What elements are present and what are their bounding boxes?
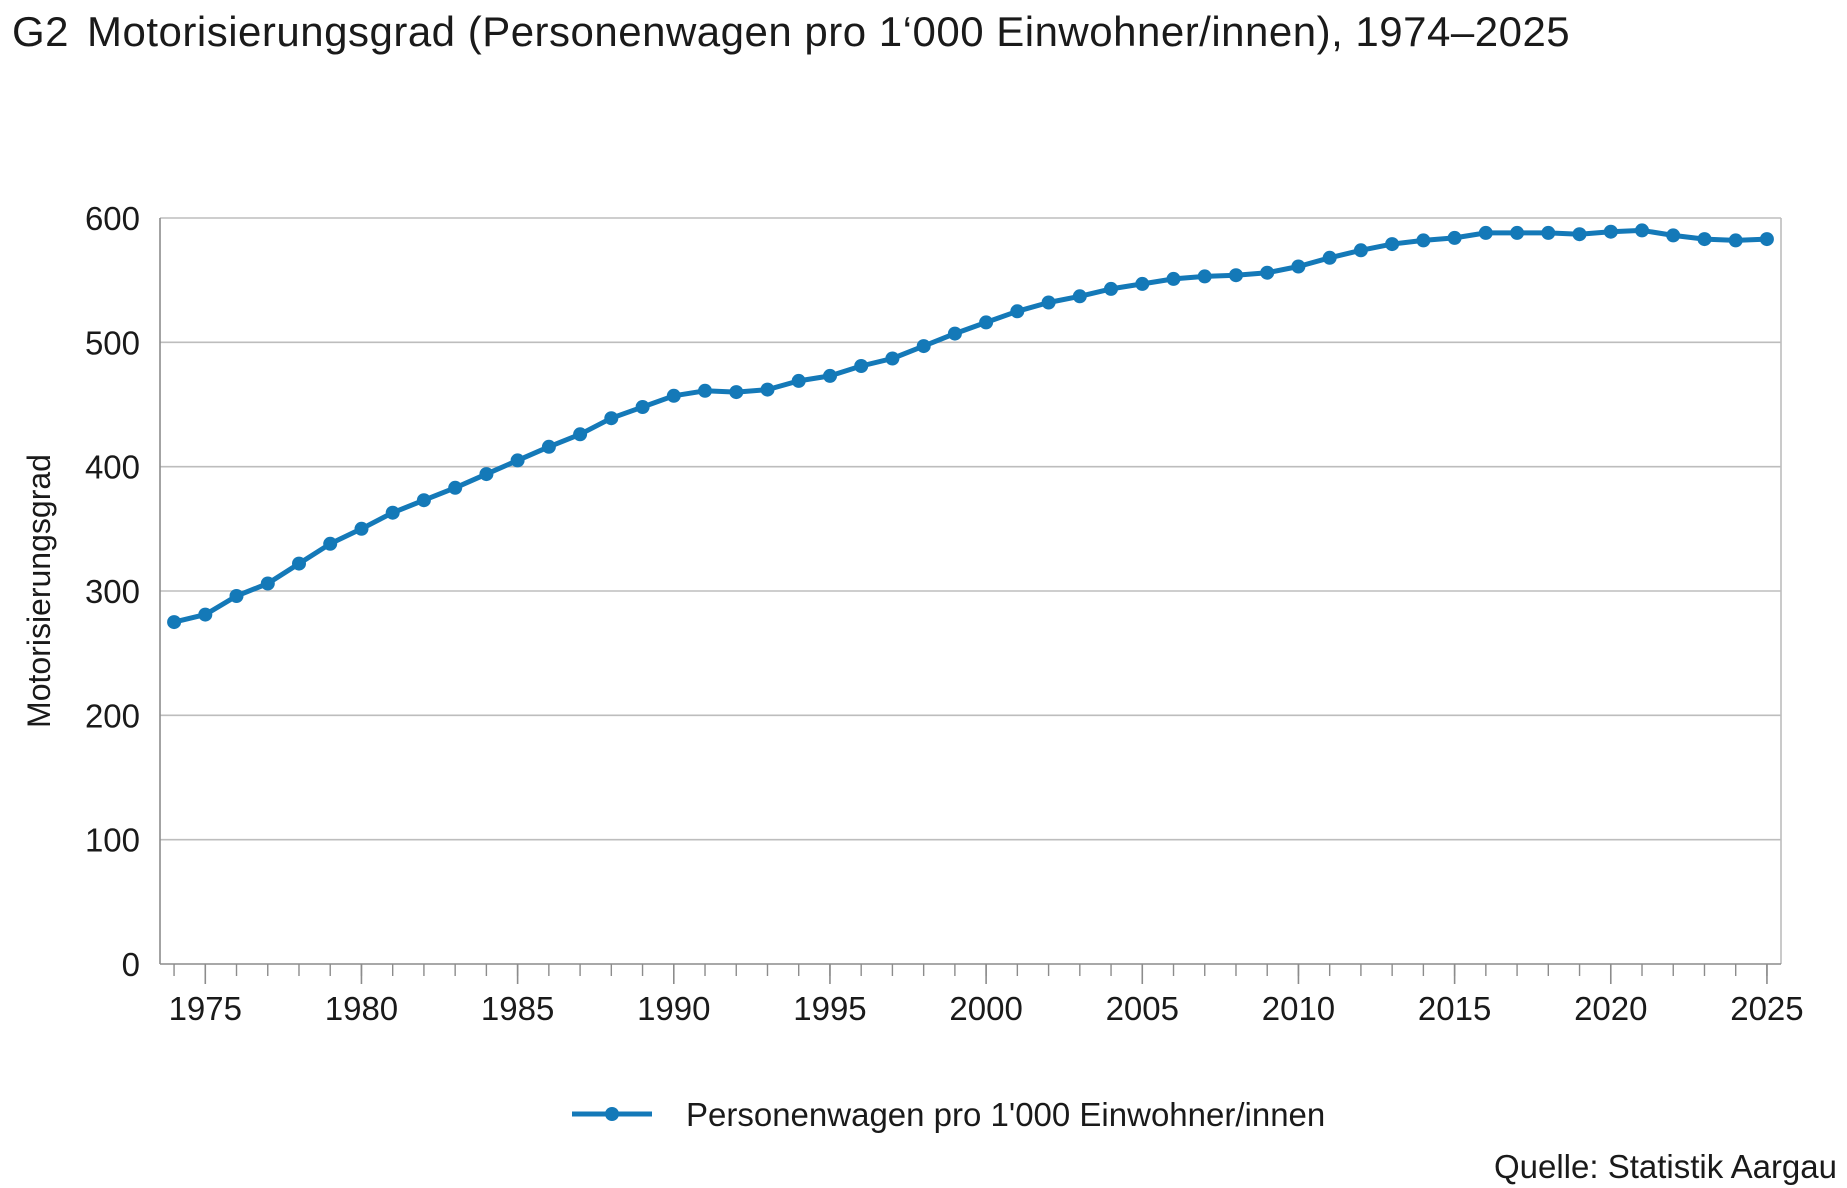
- grid-lines: [160, 217, 1781, 841]
- data-point-1991: [698, 383, 712, 398]
- data-point-2000: [979, 315, 994, 330]
- data-point-1981: [385, 505, 400, 520]
- data-point-2008: [1229, 268, 1243, 283]
- data-point-1997: [885, 351, 900, 366]
- data-point-2024: [1728, 233, 1743, 248]
- source-note: Quelle: Statistik Aargau: [1494, 1148, 1837, 1185]
- legend: Personenwagen pro 1'000 Einwohner/innen: [572, 1096, 1325, 1133]
- x-tick-label-2025: 2025: [1730, 990, 1803, 1027]
- data-point-2023: [1697, 232, 1712, 247]
- y-axis-ticks: 0 100 200 300 400 500 600: [85, 200, 140, 983]
- series-points: [167, 223, 1774, 630]
- data-point-1976: [229, 589, 244, 603]
- x-tick-label-2010: 2010: [1262, 990, 1335, 1027]
- data-point-1977: [260, 576, 275, 591]
- x-tick-label-1995: 1995: [793, 990, 866, 1027]
- data-point-1979: [323, 536, 338, 551]
- x-axis-ticks: 1975 1980 1985 1990 1995 2000 2005 2010 2015 2020…: [169, 990, 1804, 1027]
- legend-label: Personenwagen pro 1'000 Einwohner/innen: [686, 1096, 1325, 1133]
- data-point-1987: [573, 427, 588, 442]
- data-point-2016: [1478, 225, 1493, 240]
- data-point-2003: [1072, 289, 1087, 304]
- data-point-1989: [635, 400, 650, 414]
- data-point-1996: [854, 359, 869, 373]
- x-tick-label-1985: 1985: [481, 990, 554, 1027]
- data-point-2020: [1603, 224, 1618, 239]
- data-point-1992: [729, 385, 744, 400]
- data-point-2021: [1635, 223, 1649, 238]
- y-tick-label-100: 100: [85, 822, 140, 859]
- x-tick-label-2020: 2020: [1574, 990, 1647, 1027]
- data-point-2004: [1104, 281, 1118, 296]
- data-point-1994: [791, 373, 806, 388]
- data-point-1998: [916, 339, 931, 354]
- x-tick-label-2000: 2000: [949, 990, 1022, 1027]
- data-point-2025: [1759, 232, 1774, 247]
- data-point-2019: [1572, 227, 1587, 242]
- y-tick-label-600: 600: [85, 200, 140, 237]
- data-point-1999: [947, 326, 962, 341]
- data-point-1990: [666, 388, 681, 403]
- data-point-2006: [1166, 271, 1181, 286]
- data-point-1984: [479, 467, 494, 482]
- y-axis-label: Motorisierungsgrad: [21, 454, 57, 728]
- data-point-1995: [823, 368, 837, 383]
- chart-title: G2 Motorisierungsgrad (Personenwagen pro …: [12, 6, 1570, 58]
- data-point-2018: [1541, 225, 1556, 240]
- data-point-2017: [1510, 225, 1525, 240]
- y-tick-label-300: 300: [85, 573, 140, 610]
- y-tick-label-0: 0: [122, 946, 140, 983]
- data-point-1993: [760, 382, 775, 397]
- series-line: [171, 227, 1770, 625]
- x-tick-label-2015: 2015: [1418, 990, 1491, 1027]
- data-point-1974: [167, 615, 182, 630]
- data-point-1988: [604, 411, 619, 426]
- legend-marker: [605, 1107, 619, 1121]
- y-tick-label-400: 400: [85, 449, 140, 486]
- data-point-2022: [1666, 228, 1681, 243]
- x-tick-label-2005: 2005: [1106, 990, 1179, 1027]
- data-point-2009: [1260, 265, 1275, 280]
- chart-number: G2: [12, 8, 70, 55]
- data-point-2002: [1041, 295, 1056, 310]
- data-point-2013: [1385, 237, 1400, 252]
- axes: [159, 218, 1782, 984]
- data-point-2005: [1135, 276, 1150, 291]
- x-tick-label-1975: 1975: [169, 990, 242, 1027]
- y-tick-label-200: 200: [85, 697, 140, 734]
- x-tick-label-1980: 1980: [325, 990, 398, 1027]
- data-point-1975: [198, 607, 213, 622]
- data-point-1980: [354, 521, 369, 536]
- data-point-1983: [448, 480, 463, 495]
- data-point-1982: [416, 493, 431, 508]
- data-point-2001: [1010, 304, 1025, 319]
- chart-title-text: Motorisierungsgrad (Personenwagen pro 1‘…: [87, 8, 1571, 55]
- data-point-1978: [292, 556, 306, 571]
- data-point-2012: [1353, 243, 1368, 258]
- data-point-2015: [1447, 230, 1462, 245]
- data-point-2014: [1416, 233, 1431, 248]
- data-point-2007: [1197, 269, 1212, 284]
- data-point-1986: [541, 439, 556, 454]
- data-point-2011: [1322, 250, 1337, 265]
- data-point-1985: [510, 453, 525, 468]
- x-tick-label-1990: 1990: [637, 990, 710, 1027]
- y-tick-label-500: 500: [85, 324, 140, 361]
- data-point-2010: [1291, 259, 1306, 274]
